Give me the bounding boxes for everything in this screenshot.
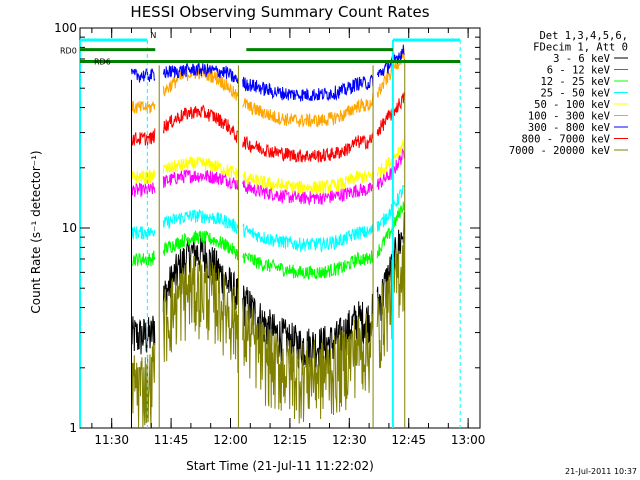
legend-entry: 12 - 25 keV (540, 76, 610, 88)
x-tick-label: 12:00 (213, 433, 248, 447)
legend-entry: 300 - 800 keV (528, 122, 611, 134)
legend-entry: 800 - 7000 keV (521, 134, 610, 146)
x-tick-label: 11:45 (154, 433, 189, 447)
annotation-n: N (150, 31, 156, 40)
series-line (131, 147, 405, 207)
legend-entry: 6 - 12 keV (547, 65, 611, 77)
y-tick-label: 100 (54, 21, 77, 35)
legend-entry: 50 - 100 keV (534, 99, 611, 111)
x-tick-label: 12:15 (273, 433, 308, 447)
series-line (131, 44, 405, 102)
x-tick-label: 13:00 (451, 433, 486, 447)
series-line (131, 234, 405, 429)
legend-header: Det 1,3,4,5,6, (539, 30, 628, 42)
x-tick-label: 12:45 (391, 433, 426, 447)
y-tick-label: 10 (62, 221, 77, 235)
series-line (131, 201, 405, 280)
y-axis-label: Count Rate (s⁻¹ detector⁻¹) (29, 150, 43, 313)
legend-header: FDecim 1, Att 0 (533, 42, 628, 54)
x-tick-label: 12:30 (332, 433, 367, 447)
series-line (131, 92, 405, 163)
annotation-rd6: RD6 (94, 57, 111, 66)
chart-title: HESSI Observing Summary Count Rates (130, 3, 429, 21)
axes-layer: 1 10 100 11:30 11:45 12:00 12:15 12:30 12:45 13:0… (54, 21, 485, 447)
series-line (131, 184, 405, 253)
series-line (131, 47, 405, 128)
legend: Det 1,3,4,5,6,FDecim 1, Att 03 - 6 keV6 … (509, 30, 628, 157)
legend-entry: 7000 - 20000 keV (509, 145, 611, 157)
series-layer: RD0 RD6 N (60, 31, 461, 429)
legend-entry: 25 - 50 keV (540, 88, 610, 100)
series-line (131, 212, 405, 370)
x-tick-label: 11:30 (94, 433, 129, 447)
annotation-rd0: RD0 (60, 47, 77, 56)
x-axis-label: Start Time (21-Jul-11 11:22:02) (186, 459, 374, 473)
footer-date: 21-Jul-2011 10:37 (565, 467, 637, 476)
series-line (131, 139, 405, 195)
legend-entry: 100 - 300 keV (528, 111, 611, 123)
y-tick-label: 1 (69, 421, 77, 435)
legend-entry: 3 - 6 keV (553, 53, 611, 65)
